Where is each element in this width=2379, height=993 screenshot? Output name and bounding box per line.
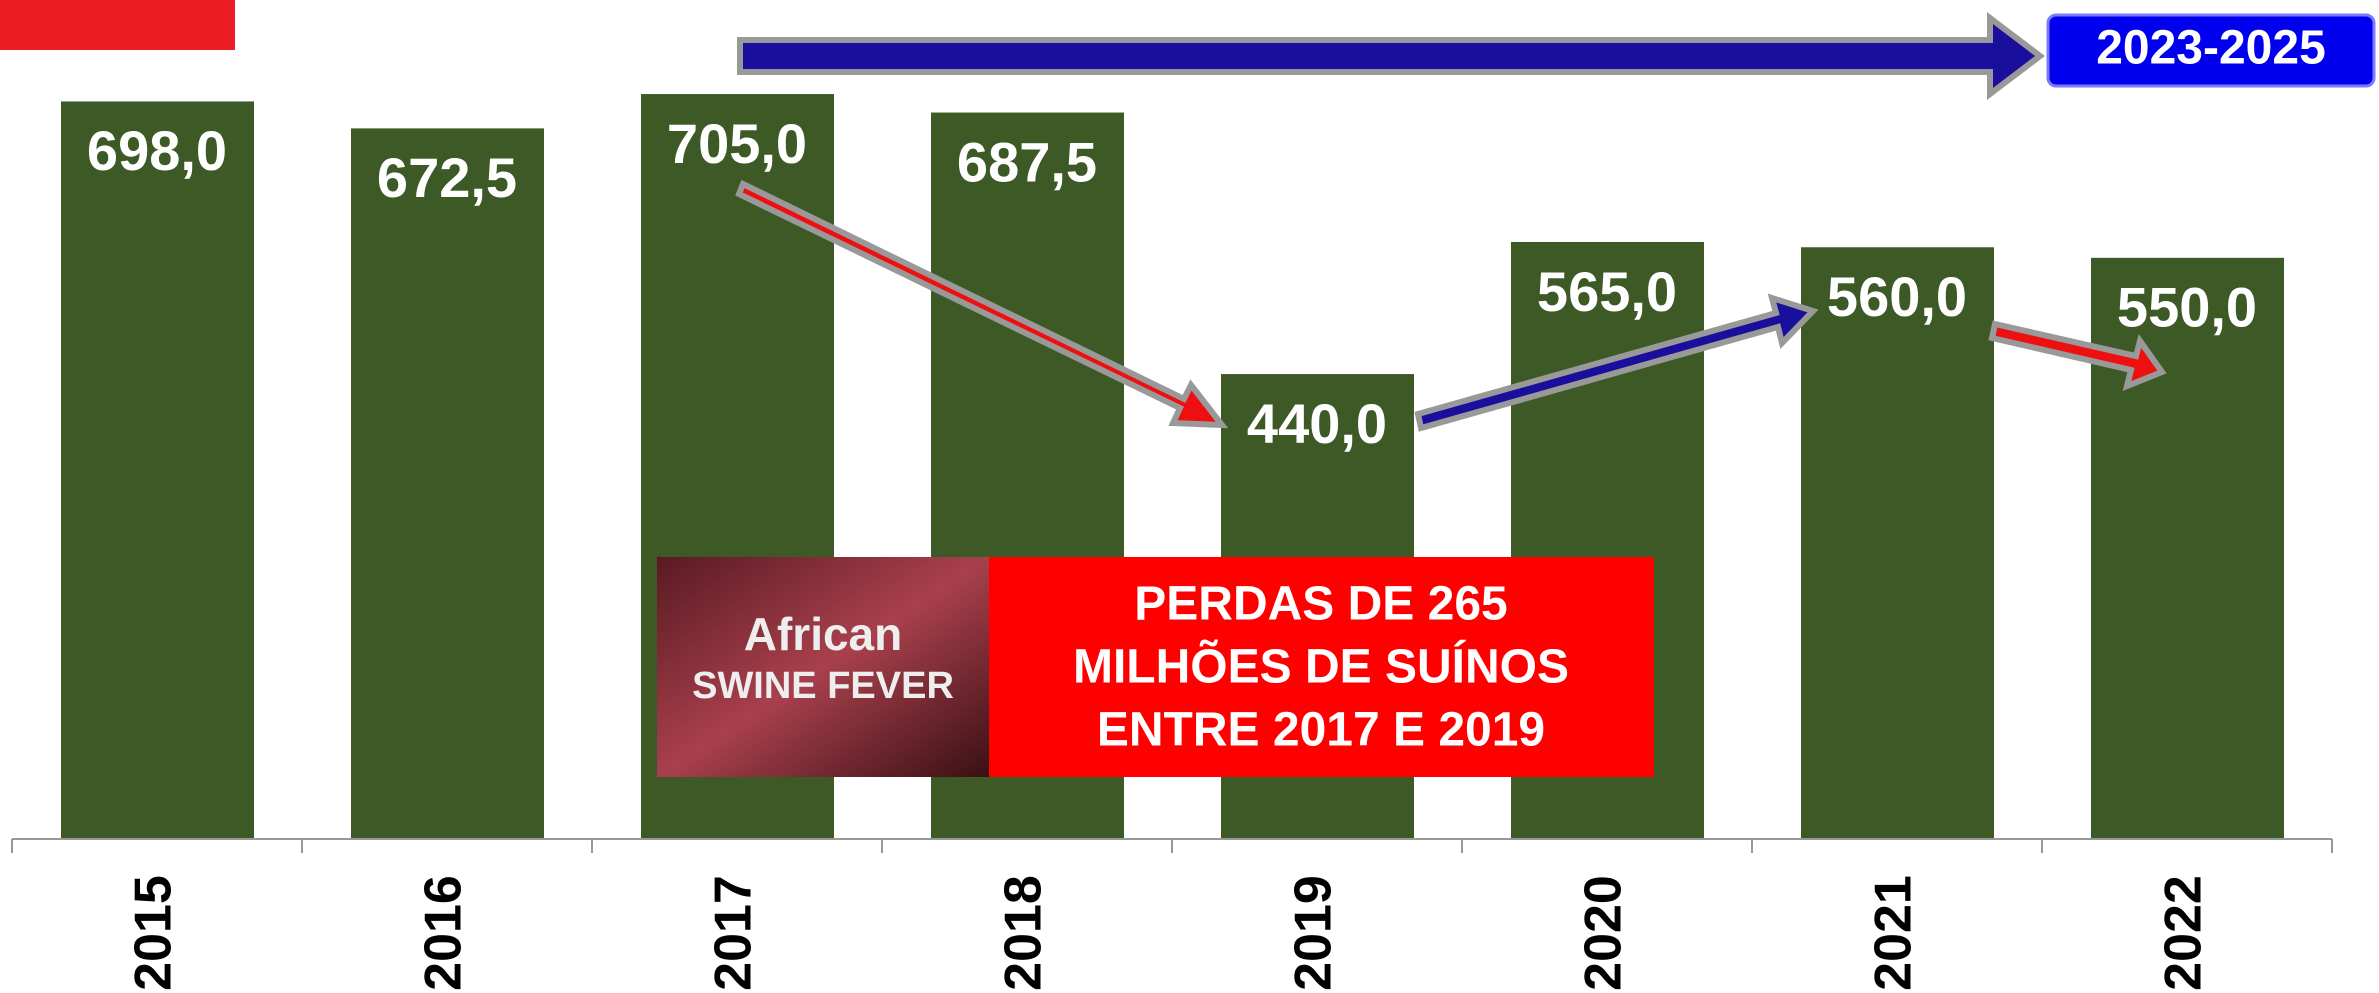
value-label: 560,0	[1827, 265, 1967, 328]
down-arrow	[735, 179, 1229, 429]
period-label: 2023-2025	[2096, 22, 2326, 75]
value-label: 698,0	[87, 119, 227, 182]
value-label: 672,5	[377, 146, 517, 209]
x-tick-label: 2020	[1575, 875, 1633, 991]
bar	[61, 101, 254, 840]
bar	[1801, 247, 1994, 839]
value-label: 565,0	[1537, 260, 1677, 323]
loss-text: PERDAS DE 265	[1134, 578, 1507, 631]
period-box	[2046, 13, 2376, 88]
period-arrow	[737, 11, 2045, 101]
value-label: 705,0	[667, 112, 807, 175]
x-tick-label: 2021	[1865, 875, 1923, 991]
value-labels: 698,0 672,5 705,0 687,5 440,0 565,0 560,0 550,0	[87, 112, 2257, 455]
corner-tag	[0, 0, 235, 50]
loss-text: MILHÕES DE SUÍNOS	[1073, 639, 1569, 694]
value-label: 687,5	[957, 130, 1097, 193]
x-tick-label: 2018	[995, 875, 1053, 991]
up-arrow	[1414, 293, 1819, 432]
loss-text: ENTRE 2017 E 2019	[1097, 704, 1545, 757]
asf-text: SWINE FEVER	[692, 665, 954, 707]
asf-text: African	[744, 608, 902, 660]
asf-image	[657, 557, 989, 777]
bar	[351, 128, 544, 840]
x-tick-label: 2015	[125, 875, 183, 991]
loss-box	[989, 557, 1654, 777]
trend-arrows	[735, 179, 2167, 432]
bar	[2091, 257, 2284, 839]
x-tick-label: 2016	[415, 875, 473, 991]
x-tick-label: 2022	[2155, 875, 2213, 991]
value-label: 550,0	[2117, 276, 2257, 339]
x-tick-label: 2019	[1285, 875, 1343, 991]
x-ticks	[11, 839, 2333, 853]
x-tick-label: 2017	[705, 875, 763, 991]
value-label: 440,0	[1247, 392, 1387, 455]
down-arrow	[1988, 320, 2167, 391]
